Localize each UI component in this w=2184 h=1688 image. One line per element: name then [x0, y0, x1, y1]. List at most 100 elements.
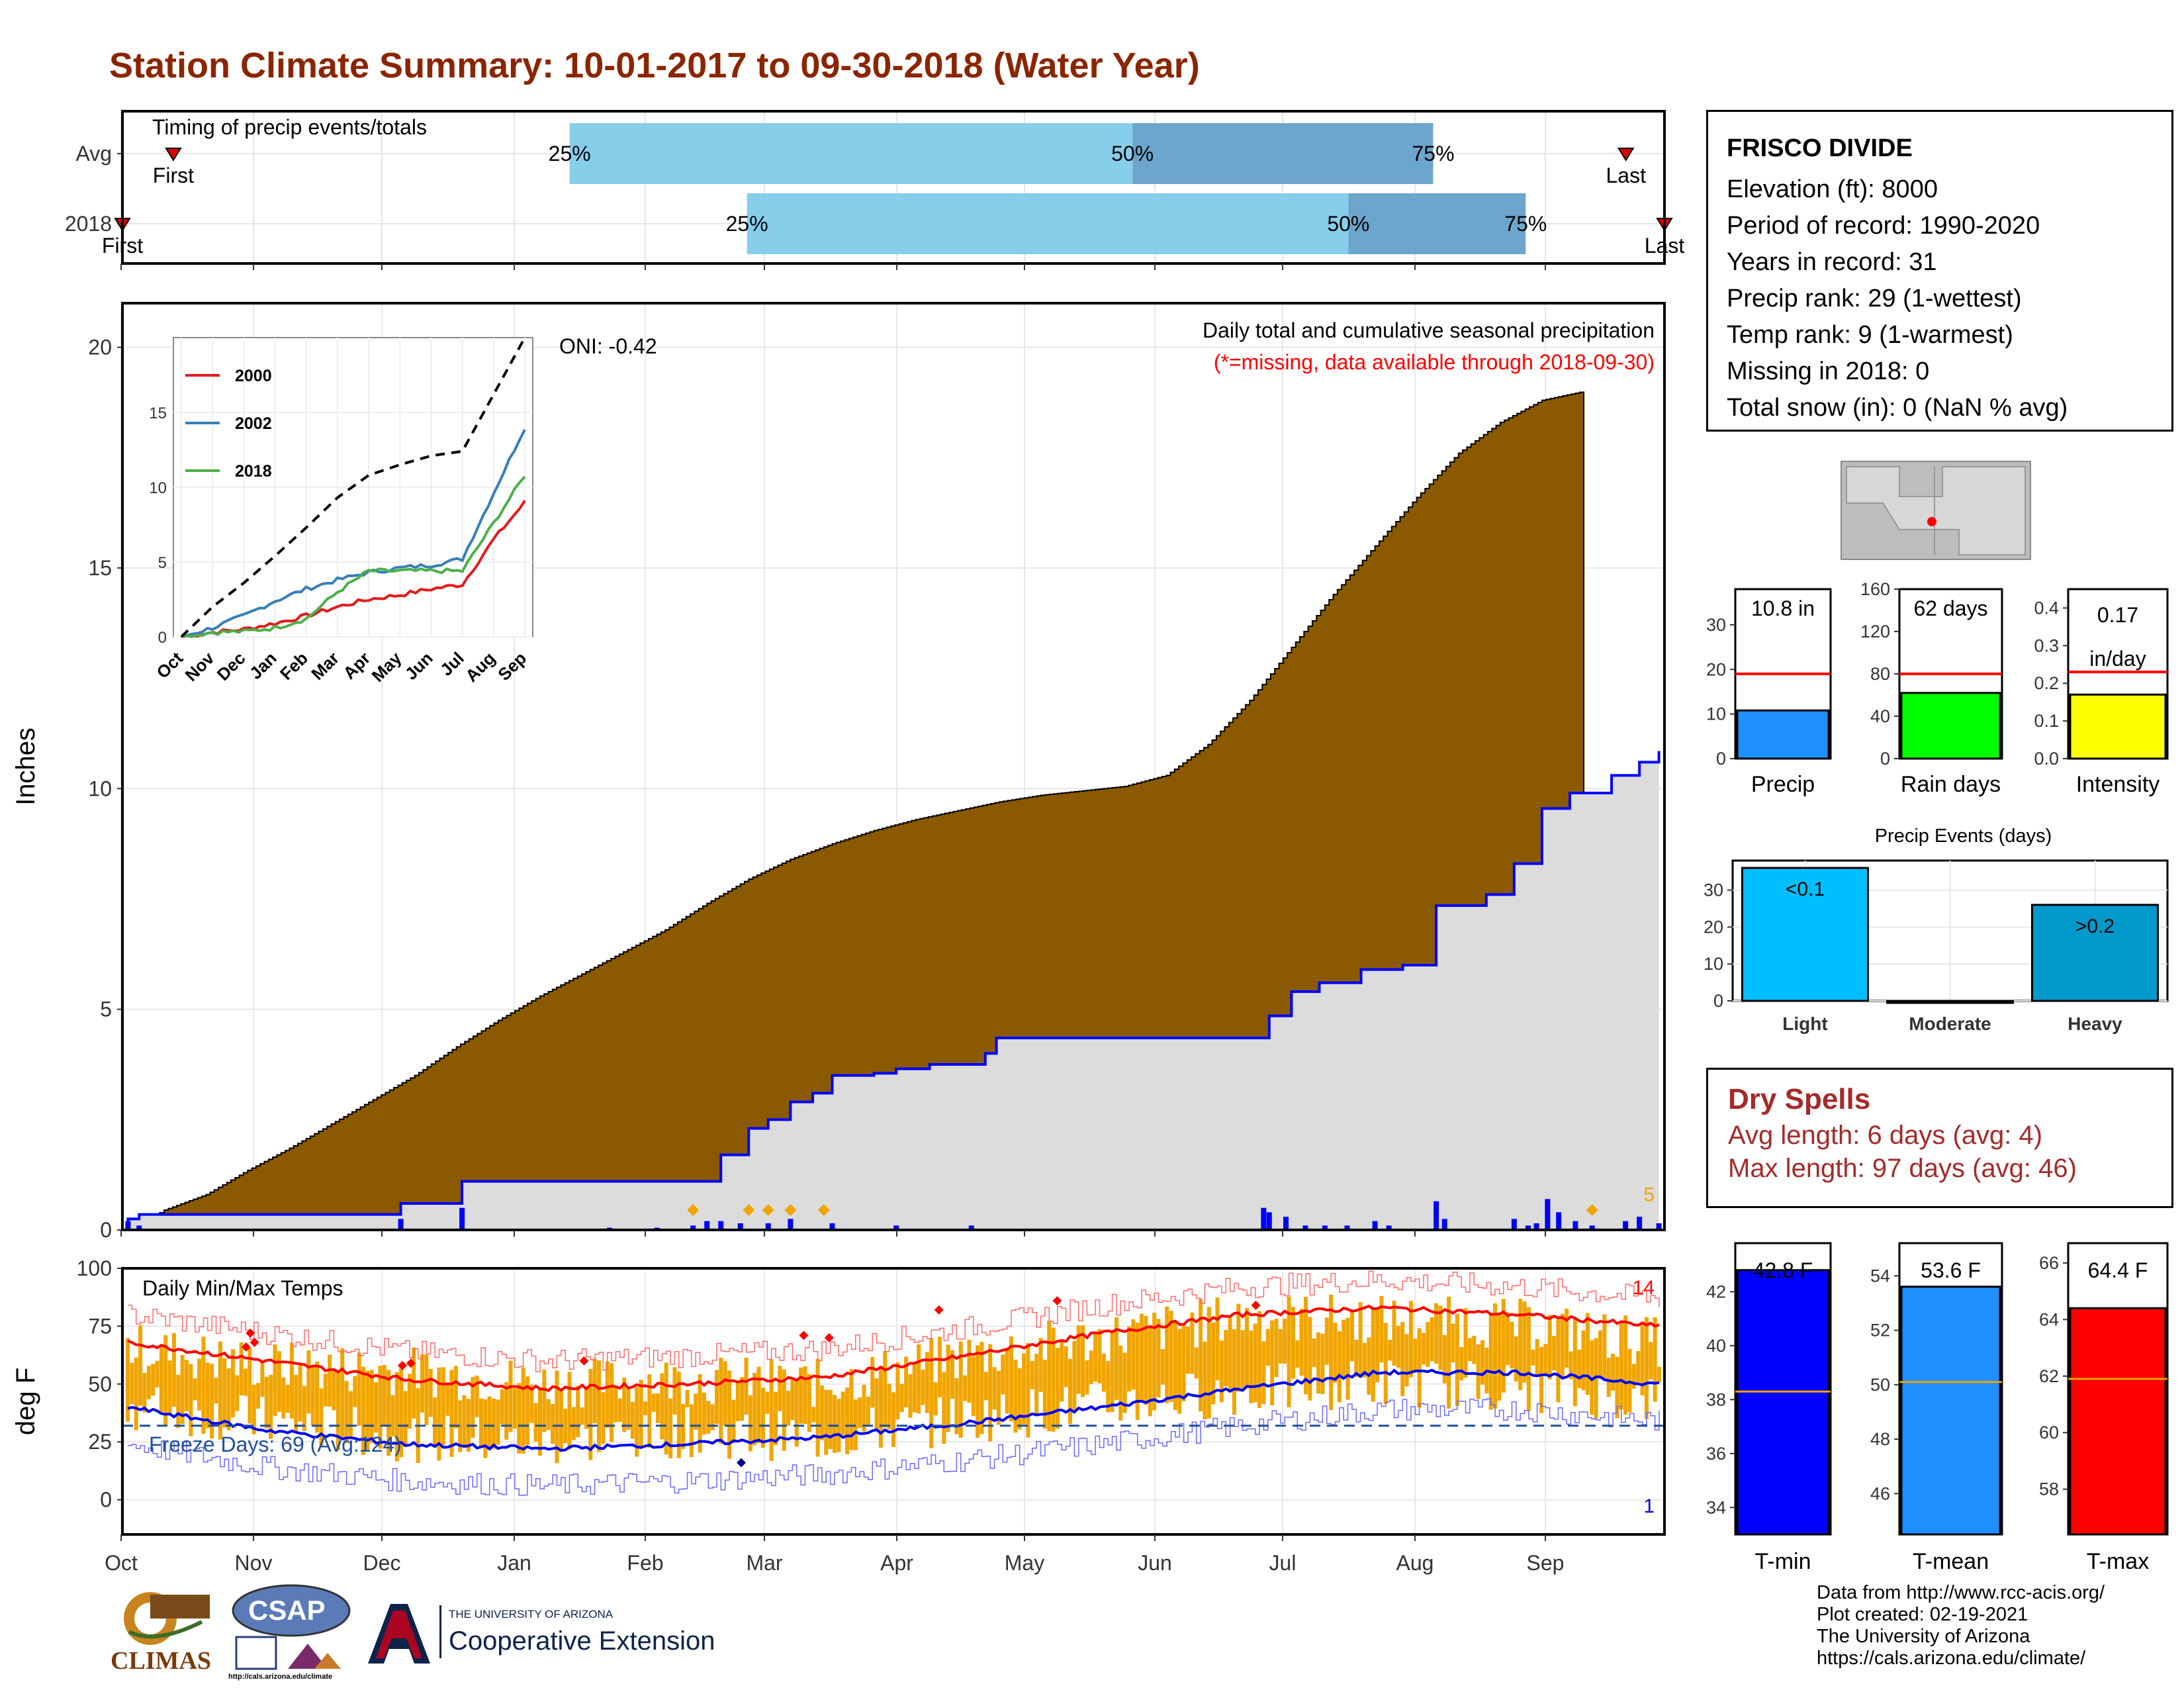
- daily-temp-range: [580, 1407, 584, 1425]
- precip-events-bar-label: <0.1: [1786, 878, 1825, 900]
- raindays-indicator-category-label: Rain days: [1901, 772, 2001, 797]
- daily-temp-range: [374, 1382, 379, 1433]
- daily-temp-range: [269, 1374, 273, 1439]
- page-title: Station Climate Summary: 10-01-2017 to 0…: [109, 46, 1200, 85]
- daily-temp-range: [866, 1396, 870, 1427]
- daily-temp-range: [1076, 1325, 1081, 1394]
- daily-temp-range: [563, 1409, 568, 1443]
- daily-temp-range: [815, 1358, 820, 1457]
- daily-temp-range: [1127, 1326, 1131, 1392]
- daily-temp-range: [1181, 1326, 1186, 1401]
- daily-temp-range: [1627, 1348, 1632, 1413]
- station-line: Elevation (ft): 8000: [1727, 175, 1938, 203]
- month-label: Feb: [627, 1551, 663, 1575]
- daily-precip-bar: [1386, 1225, 1392, 1230]
- missing-marker: [784, 1204, 797, 1216]
- daily-temp-range: [1565, 1308, 1569, 1368]
- daily-temp-range: [1569, 1351, 1573, 1380]
- station-line: Temp rank: 9 (1-warmest): [1727, 321, 2013, 349]
- daily-temp-range: [689, 1404, 694, 1458]
- precip-events-category: Light: [1782, 1013, 1827, 1034]
- daily-temp-range: [1408, 1301, 1413, 1378]
- daily-temp-range: [1051, 1327, 1056, 1432]
- daily-temp-range: [1304, 1297, 1308, 1395]
- daily-temp-range: [1510, 1321, 1514, 1369]
- inset-legend-label: 2002: [235, 414, 272, 433]
- record-high-marker: [579, 1356, 589, 1366]
- daily-temp-range: [483, 1399, 488, 1458]
- daily-temp-range: [1539, 1346, 1543, 1413]
- missing-marker: [817, 1204, 830, 1216]
- daily-temp-range: [424, 1354, 429, 1425]
- daily-temp-range: [256, 1383, 261, 1409]
- daily-temp-range: [420, 1354, 424, 1413]
- precip-title: Daily total and cumulative seasonal prec…: [1203, 318, 1655, 342]
- daily-temp-range: [1547, 1315, 1552, 1380]
- daily-temp-range: [1093, 1331, 1098, 1382]
- daily-temp-range: [706, 1401, 711, 1434]
- daily-temp-range: [1657, 1366, 1661, 1382]
- daily-precip-bar: [1261, 1207, 1267, 1230]
- precip-events-bar: [2031, 904, 2159, 1002]
- station-line: Total snow (in): 0 (NaN % avg): [1727, 394, 2068, 422]
- daily-temp-range: [1261, 1341, 1266, 1405]
- tmax-indicator-value-label: 64.4 F: [2088, 1258, 2148, 1282]
- daily-temp-range: [1068, 1358, 1072, 1425]
- tmax-indicator-category-label: T-max: [2087, 1549, 2149, 1574]
- avg-cumulative-area: [122, 391, 1585, 1231]
- daily-temp-range: [244, 1368, 248, 1396]
- daily-temp-range: [1383, 1323, 1388, 1404]
- precip-ytick-label: 5: [100, 998, 112, 1021]
- raindays-indicator-ytick-label: 80: [1870, 664, 1890, 684]
- daily-precip-bar: [893, 1225, 899, 1230]
- daily-temp-range: [803, 1366, 807, 1425]
- cumulative-2018-area: [122, 751, 1659, 1230]
- record-high-marker: [1251, 1300, 1261, 1310]
- daily-temp-range: [1472, 1335, 1477, 1364]
- record-high-marker: [398, 1360, 408, 1370]
- daily-temp-range: [958, 1341, 963, 1438]
- station-line: Period of record: 1990-2020: [1727, 212, 2040, 240]
- daily-temp-range: [1144, 1316, 1148, 1405]
- daily-temp-range: [1459, 1347, 1464, 1381]
- daily-temp-range: [1283, 1319, 1287, 1364]
- daily-temp-range: [983, 1372, 988, 1401]
- daily-temp-range: [1438, 1305, 1443, 1370]
- daily-temp-range: [765, 1391, 770, 1414]
- daily-precip-bar: [1372, 1221, 1378, 1230]
- daily-temp-range: [403, 1391, 408, 1448]
- daily-precip-bar: [1344, 1225, 1350, 1230]
- tmax-indicator-ytick-label: 60: [2039, 1423, 2059, 1442]
- tmin-indicator-bar: [1736, 1269, 1830, 1536]
- oni-label: ONI: -0.42: [559, 334, 657, 358]
- raindays-indicator-ytick-label: 120: [1860, 622, 1890, 641]
- daily-temp-range: [185, 1360, 189, 1411]
- daily-temp-range: [546, 1399, 551, 1430]
- daily-temp-range: [471, 1377, 475, 1438]
- precip-corner-count: 5: [1643, 1184, 1655, 1206]
- daily-temp-range: [551, 1403, 555, 1444]
- timing-label-50: 50%: [1327, 212, 1369, 236]
- timing-last-label: Last: [1606, 164, 1647, 187]
- daily-precip-bar: [1302, 1225, 1308, 1230]
- state-map: [1841, 461, 2031, 560]
- daily-temp-range: [462, 1395, 467, 1448]
- intensity-indicator-category-label: Intensity: [2076, 772, 2160, 797]
- daily-temp-range: [1400, 1322, 1405, 1397]
- daily-temp-range: [1552, 1336, 1557, 1371]
- intensity-indicator-value-label: 0.17: [2097, 603, 2138, 627]
- daily-temp-range: [428, 1369, 433, 1417]
- daily-temp-range: [323, 1374, 328, 1407]
- daily-temp-range: [1005, 1347, 1009, 1414]
- precip-events-ytick-label: 30: [1704, 880, 1723, 900]
- daily-temp-range: [226, 1368, 231, 1430]
- timing-first-label: First: [153, 164, 194, 187]
- daily-temp-range: [1535, 1338, 1539, 1376]
- daily-temp-range: [1590, 1340, 1594, 1415]
- daily-temp-range: [908, 1374, 913, 1418]
- daily-temp-range: [525, 1376, 529, 1445]
- daily-temp-range: [508, 1360, 513, 1432]
- tmean-indicator-ytick-label: 46: [1870, 1483, 1890, 1503]
- daily-temp-range: [1367, 1337, 1371, 1395]
- daily-temp-range: [1299, 1309, 1304, 1376]
